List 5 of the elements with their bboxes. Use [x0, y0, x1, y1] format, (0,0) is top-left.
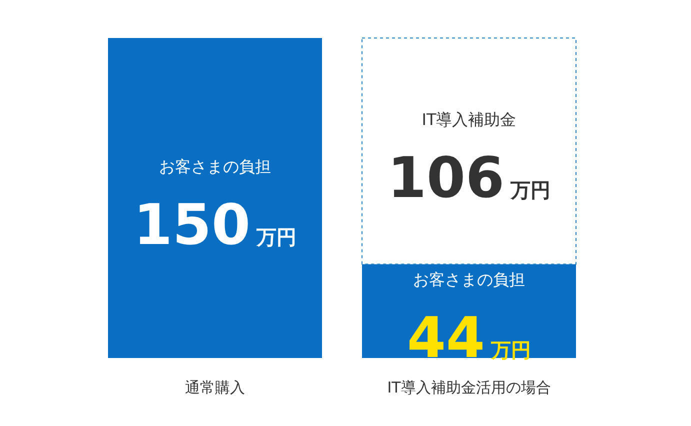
- series-label: お客さまの負担: [413, 270, 525, 290]
- text: お客さまの負担: [159, 157, 271, 176]
- series-label: IT導入補助金: [422, 110, 516, 130]
- x-tick-label: 通常購入: [185, 378, 245, 397]
- x-tick-label: IT導入補助金活用の場合: [387, 378, 551, 397]
